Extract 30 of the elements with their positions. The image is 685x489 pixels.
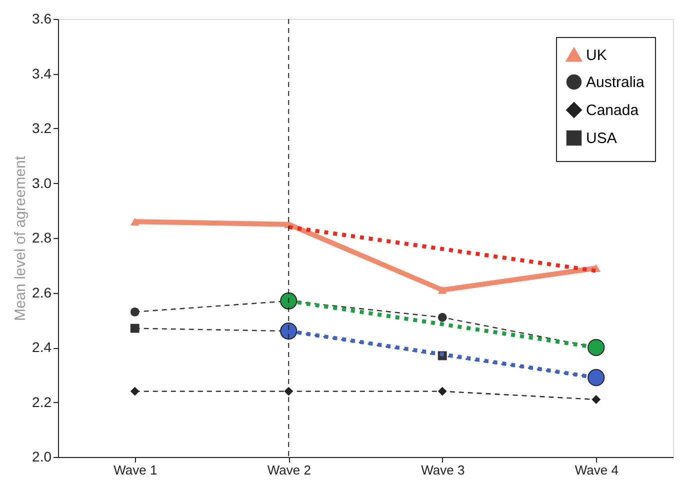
y-tick-label: 3.4 bbox=[32, 65, 52, 82]
x-tick-label: Wave 4 bbox=[574, 462, 618, 478]
point bbox=[280, 322, 298, 340]
legend-label: Australia bbox=[586, 74, 646, 91]
x-tick-label: Wave 1 bbox=[114, 462, 158, 478]
legend-label: UK bbox=[586, 47, 607, 64]
point bbox=[588, 338, 605, 356]
point bbox=[438, 286, 447, 294]
point bbox=[130, 218, 140, 226]
y-tick-label: 2.4 bbox=[32, 339, 52, 355]
point bbox=[130, 324, 140, 333]
point bbox=[438, 386, 447, 396]
point bbox=[588, 369, 605, 386]
point bbox=[280, 292, 298, 310]
y-tick-label: 3.6 bbox=[32, 10, 52, 26]
y-tick-label: 3.0 bbox=[32, 174, 52, 191]
legend-label: USA bbox=[586, 130, 617, 147]
point bbox=[130, 307, 140, 316]
x-tick-label: Wave 2 bbox=[267, 462, 311, 478]
y-tick-label: 2.2 bbox=[32, 394, 52, 410]
y-tick-label: 2.8 bbox=[32, 230, 52, 246]
legend-label: Canada bbox=[586, 102, 640, 119]
y-axis-title: Mean level of agreement bbox=[12, 155, 30, 322]
y-tick-label: 2.0 bbox=[32, 448, 52, 464]
y-tick-label: 2.6 bbox=[32, 284, 52, 300]
y-tick-label: 3.2 bbox=[32, 120, 52, 136]
x-tick-label: Wave 3 bbox=[421, 462, 465, 478]
point bbox=[130, 386, 140, 396]
point bbox=[438, 312, 447, 322]
point bbox=[592, 395, 601, 404]
